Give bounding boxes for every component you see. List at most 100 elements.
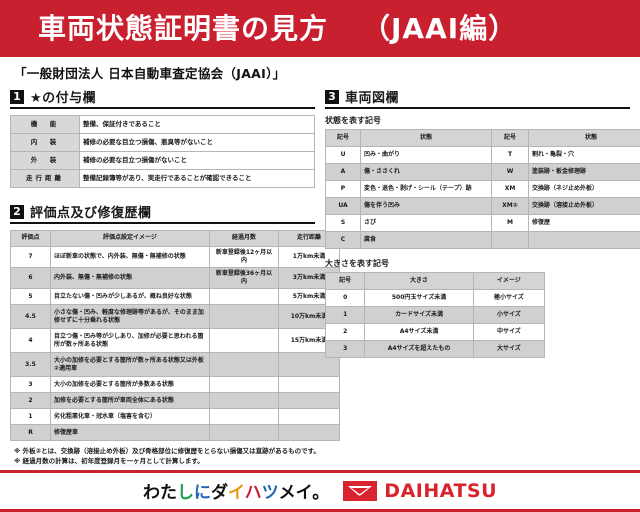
eval-image: ほぼ新車の状態で、内外装、無傷・無補修の状態 — [51, 247, 210, 268]
size-symbol-table: 記号 大きさ イメージ 0 500円玉サイズ未満 極小サイズ 1 カードサイズ未… — [325, 272, 545, 358]
eval-score: 2 — [11, 393, 51, 409]
eval-months: 新車登録後12ヶ月以内 — [210, 247, 279, 268]
size-image: 中サイズ — [473, 324, 544, 341]
page-title-suffix: （JAAI編） — [362, 12, 517, 45]
table-row: C 腐食 — [326, 232, 640, 249]
daihatsu-mark-icon — [343, 481, 377, 501]
eval-image: 目立つ傷・凹み等が少しあり、加修が必要と思われる箇所が数ヶ所ある状態 — [51, 329, 210, 353]
eval-image: 目立たない傷・凹みが少しあるが、概ね良好な状態 — [51, 289, 210, 305]
table-row: 0 500円玉サイズ未満 極小サイズ — [326, 290, 545, 307]
col-header-score: 評価点 — [11, 231, 51, 247]
size-symbols-caption: 大きさを表す記号 — [325, 258, 630, 269]
table-row: 7 ほぼ新車の状態で、内外装、無傷・無補修の状態 新車登録後12ヶ月以内 1万k… — [11, 247, 340, 268]
eval-image: 小さな傷・凹み、軽度な修理跡等があるが、そのまま加修せずに十分乗れる状態 — [51, 305, 210, 329]
table-row: 6 内外装、無傷・無補修の状態 新車登録後36ヶ月以内 3万km未満 — [11, 268, 340, 289]
issuing-organization: 「一般財団法人 日本自動車査定協会（JAAI）」 — [0, 57, 640, 84]
eval-months — [210, 409, 279, 425]
eval-score: 4 — [11, 329, 51, 353]
symbol-right: W — [492, 164, 529, 181]
symbol-left: P — [326, 181, 361, 198]
symbol-left: U — [326, 147, 361, 164]
eval-months — [210, 377, 279, 393]
left-column: 1 ★の付与欄 機 能 整備、保証付きであること 内 装 補修の必要な目立つ損傷… — [10, 84, 315, 441]
page-title: 車両状態証明書の見方（JAAI編） — [38, 15, 517, 43]
col-header-size: 大きさ — [365, 273, 473, 290]
table-row: P 変色・退色・剥げ・シール（テープ）跡 XM 交換跡（ネジ止め外板） — [326, 181, 640, 198]
evaluation-score-table: 評価点 評価点設定イメージ 経過月数 走行距離 7 ほぼ新車の状態で、内外装、無… — [10, 230, 340, 441]
size-symbol: 2 — [326, 324, 365, 341]
table-row: R 修復歴車 — [11, 425, 340, 441]
symbol-left: A — [326, 164, 361, 181]
symbol-right — [492, 232, 529, 249]
state-left: 腐食 — [361, 232, 492, 249]
tagline-char: 。 — [312, 483, 329, 503]
table-row: A 傷・ささくれ W 塗装跡・板金修理跡 — [326, 164, 640, 181]
col-header-months: 経過月数 — [210, 231, 279, 247]
tagline-char: ダ — [211, 483, 228, 503]
table-row: 3.5 大小の加修を必要とする箇所が数ヶ所ある状態又は外板②適用車 — [11, 353, 340, 377]
state-right: 修復歴 — [529, 215, 640, 232]
eval-score: 5 — [11, 289, 51, 305]
footer-bottom-rule — [0, 509, 640, 512]
right-column: 3 車両図欄 状態を表す記号 記号 状態 記号 状態 U 凹み・曲がり T — [325, 84, 630, 441]
table-header-row: 記号 状態 記号 状態 — [326, 130, 640, 147]
star-row-label: 内 装 — [11, 134, 80, 152]
size-value: A4サイズを超えたもの — [365, 341, 473, 358]
eval-months — [210, 425, 279, 441]
table-row: 1 劣化粗悪化車・冠水車（塩害を含む） — [11, 409, 340, 425]
col-header-state-right: 状態 — [529, 130, 640, 147]
state-left: 傷・ささくれ — [361, 164, 492, 181]
content-columns: 1 ★の付与欄 機 能 整備、保証付きであること 内 装 補修の必要な目立つ損傷… — [0, 84, 640, 441]
size-image: 極小サイズ — [473, 290, 544, 307]
size-symbol: 1 — [326, 307, 365, 324]
state-left: 変色・退色・剥げ・シール（テープ）跡 — [361, 181, 492, 198]
eval-score: 4.5 — [11, 305, 51, 329]
tagline-char: た — [160, 483, 177, 503]
size-value: A4サイズ未満 — [365, 324, 473, 341]
section-1-number: 1 — [10, 90, 24, 104]
size-value: カードサイズ未満 — [365, 307, 473, 324]
table-row: 機 能 整備、保証付きであること — [11, 116, 315, 134]
tagline-char: メ — [279, 483, 296, 503]
star-row-label: 外 装 — [11, 152, 80, 170]
section-2-heading: 2 評価点及び修復歴欄 — [10, 202, 315, 224]
symbol-left: S — [326, 215, 361, 232]
star-criteria-table: 機 能 整備、保証付きであること 内 装 補修の必要な目立つ損傷、悪臭等がないこ… — [10, 115, 315, 188]
symbol-left: C — [326, 232, 361, 249]
eval-score: 3.5 — [11, 353, 51, 377]
col-header-state-left: 状態 — [361, 130, 492, 147]
table-row: 5 目立たない傷・凹みが少しあるが、概ね良好な状態 5万km未満 — [11, 289, 340, 305]
col-header-symbol-right: 記号 — [492, 130, 529, 147]
tagline-char: に — [194, 483, 211, 503]
col-header-size-symbol: 記号 — [326, 273, 365, 290]
eval-months — [210, 289, 279, 305]
eval-months — [210, 305, 279, 329]
footnote-2: ※ 経過月数の計算は、初年度登録月を一ヶ月として計算します。 — [14, 457, 628, 467]
state-right: 交換跡（ネジ止め外板） — [529, 181, 640, 198]
section-2-title: 評価点及び修復歴欄 — [30, 202, 152, 221]
section-1-heading: 1 ★の付与欄 — [10, 87, 315, 109]
footer-branding: わたしにダイハツメイ。 DAIHATSU — [0, 473, 640, 509]
eval-months — [210, 329, 279, 353]
star-row-text: 整備、保証付きであること — [80, 116, 315, 134]
table-row: 外 装 補修の必要な目立つ損傷がないこと — [11, 152, 315, 170]
col-header-symbol-left: 記号 — [326, 130, 361, 147]
section-2-number: 2 — [10, 205, 24, 219]
table-row: 走行距離 整備記録簿等があり、実走行であることが確認できること — [11, 170, 315, 188]
section-3-number: 3 — [325, 90, 339, 104]
tagline-char: ハ — [245, 483, 262, 503]
state-left: 傷を伴う凹み — [361, 198, 492, 215]
header-band: 車両状態証明書の見方（JAAI編） — [0, 0, 640, 57]
symbol-right: M — [492, 215, 529, 232]
star-row-text: 整備記録簿等があり、実走行であることが確認できること — [80, 170, 315, 188]
state-symbols-caption: 状態を表す記号 — [325, 115, 630, 126]
eval-image: 修復歴車 — [51, 425, 210, 441]
size-value: 500円玉サイズ未満 — [365, 290, 473, 307]
brand-name: DAIHATSU — [384, 480, 497, 502]
state-right: 割れ・亀裂・穴 — [529, 147, 640, 164]
daihatsu-logo: DAIHATSU — [343, 480, 497, 502]
state-right — [529, 232, 640, 249]
eval-score: 7 — [11, 247, 51, 268]
table-row: 2 A4サイズ未満 中サイズ — [326, 324, 545, 341]
eval-months — [210, 353, 279, 377]
